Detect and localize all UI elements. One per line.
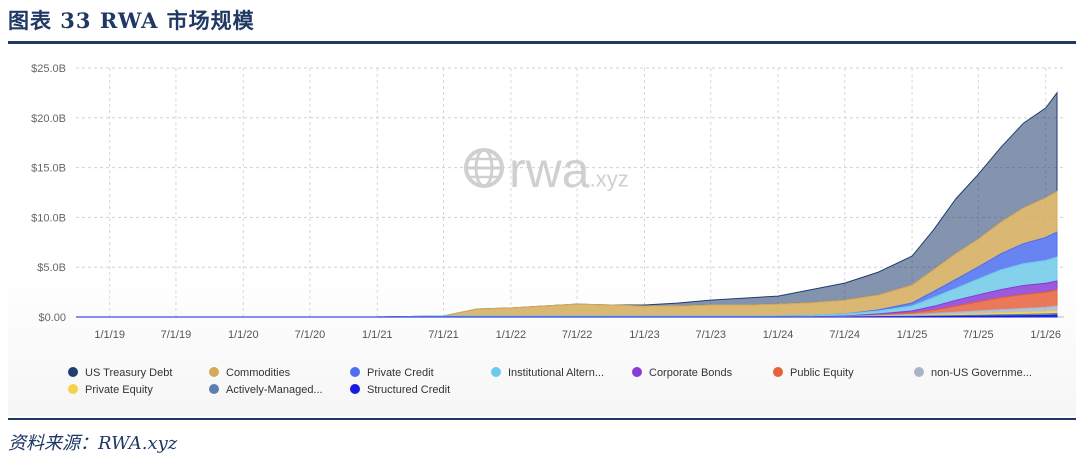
x-tick-label: 1/1/21 — [362, 329, 393, 341]
legend-item[interactable]: Private Credit — [350, 365, 434, 381]
x-tick-label: 7/1/24 — [829, 329, 860, 341]
legend-label: Public Equity — [790, 367, 854, 379]
legend-item[interactable]: Institutional Altern... — [491, 365, 604, 381]
watermark-text: rwa — [509, 142, 590, 198]
legend-label: Corporate Bonds — [649, 367, 733, 379]
legend-item[interactable]: Commodities — [209, 365, 290, 381]
watermark: rwa.xyz — [463, 142, 629, 202]
legend-swatch — [632, 367, 642, 377]
x-tick-label: 1/1/26 — [1030, 329, 1061, 341]
y-tick-label: $15.0B — [31, 163, 66, 175]
legend-label: non-US Governme... — [931, 367, 1032, 379]
y-tick-label: $0.00 — [38, 312, 66, 324]
area-chart: $0.00 $5.0B $10.0B $15.0B $20.0B $25.0B 1/1/19… — [31, 63, 1064, 341]
source-note: 资料来源：RWA.xyz — [8, 433, 178, 454]
legend-swatch — [209, 384, 219, 394]
legend-label: Structured Credit — [367, 384, 451, 396]
y-tick-label: $20.0B — [31, 113, 66, 125]
x-tick-label: 7/1/20 — [295, 329, 326, 341]
legend-item[interactable]: Structured Credit — [350, 382, 450, 398]
x-tick-label: 1/1/22 — [496, 329, 527, 341]
legend-swatch — [350, 384, 360, 394]
y-tick-label: $5.0B — [37, 262, 66, 274]
x-tick-label: 7/1/21 — [428, 329, 459, 341]
legend-label: Institutional Altern... — [508, 367, 604, 379]
x-tick-label: 7/1/22 — [562, 329, 593, 341]
legend-swatch — [491, 367, 501, 377]
top-rule — [8, 41, 1076, 44]
legend-item[interactable]: non-US Governme... — [914, 365, 1032, 381]
series-area-commodities — [76, 190, 1058, 318]
bottom-rule — [8, 418, 1076, 420]
legend-item[interactable]: Public Equity — [773, 365, 854, 381]
legend-swatch — [68, 367, 78, 377]
legend-item[interactable]: Actively-Managed... — [209, 382, 323, 398]
x-tick-label: 1/1/24 — [763, 329, 794, 341]
x-tick-label: 7/1/19 — [161, 329, 192, 341]
legend-label: Actively-Managed... — [226, 384, 323, 396]
legend-swatch — [68, 384, 78, 394]
watermark-suffix: .xyz — [589, 166, 629, 192]
legend-label: Commodities — [226, 367, 291, 379]
figure-title: 图表 33 RWA 市场规模 — [8, 8, 255, 33]
legend-label: Private Credit — [367, 367, 434, 379]
globe-icon — [463, 147, 505, 193]
x-tick-label: 1/1/25 — [897, 329, 928, 341]
legend-item[interactable]: Corporate Bonds — [632, 365, 732, 381]
series-area-structured-credit — [76, 314, 1058, 318]
legend-swatch — [773, 367, 783, 377]
legend-item[interactable]: Private Equity — [68, 382, 153, 398]
legend-item[interactable]: US Treasury Debt — [68, 365, 172, 381]
legend-label: US Treasury Debt — [85, 367, 173, 379]
x-tick-label: 1/1/19 — [94, 329, 125, 341]
x-tick-label: 1/1/23 — [629, 329, 660, 341]
x-tick-label: 7/1/25 — [963, 329, 994, 341]
y-tick-label: $10.0B — [31, 212, 66, 224]
legend-swatch — [209, 367, 219, 377]
legend-swatch — [350, 367, 360, 377]
series-area-us-treasury-debt — [76, 91, 1058, 318]
x-tick-label: 7/1/23 — [695, 329, 726, 341]
chart-panel: $0.00 $5.0B $10.0B $15.0B $20.0B $25.0B 1/1/19… — [8, 44, 1076, 416]
x-tick-label: 1/1/20 — [228, 329, 259, 341]
legend-swatch — [914, 367, 924, 377]
legend-label: Private Equity — [85, 384, 153, 396]
y-tick-label: $25.0B — [31, 63, 66, 75]
